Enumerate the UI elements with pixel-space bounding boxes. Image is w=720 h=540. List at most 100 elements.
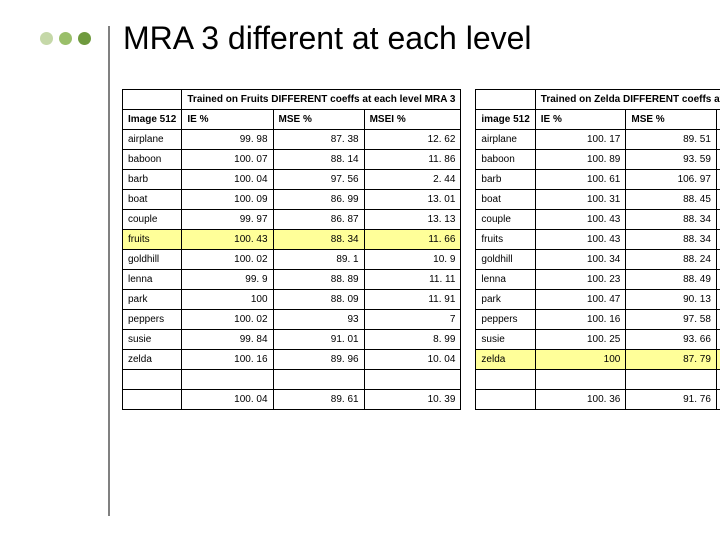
cell-value: 97. 58 [626,310,717,330]
table-row: couple100. 4388. 3411. 66 [476,210,720,230]
cell-value: 88. 49 [626,270,717,290]
table-row: goldhill100. 0289. 110. 9 [123,250,461,270]
cell-value: 93. 66 [626,330,717,350]
cell-value: 100. 43 [535,230,626,250]
blank-cell [182,370,273,390]
table-row: zelda100. 1689. 9610. 04 [123,350,461,370]
cell-value: 88. 45 [626,190,717,210]
cell-value: 88. 34 [626,210,717,230]
table-row: peppers100. 02937 [123,310,461,330]
cell-value: 86. 87 [273,210,364,230]
cell-value: 100. 47 [535,290,626,310]
cell-value: 93. 59 [626,150,717,170]
slide: MRA 3 different at each level Trained on… [0,0,720,540]
cell-value: 100. 16 [535,310,626,330]
table-row: susie99. 8491. 018. 99 [123,330,461,350]
cell-value: 11. 66 [364,230,461,250]
row-label: park [476,290,535,310]
cell-value: 97. 56 [273,170,364,190]
cell-value: 11. 66 [716,210,720,230]
table-row: goldhill100. 3488. 2411. 76 [476,250,720,270]
table-row: fruits100. 4388. 3411. 66 [123,230,461,250]
blank-cell [535,370,626,390]
row-label: couple [123,210,182,230]
dot-1-icon [40,32,53,45]
cell-value: 88. 09 [273,290,364,310]
row-label: susie [476,330,535,350]
cell-value: 10. 04 [364,350,461,370]
dot-3-icon [78,32,91,45]
cell-value: 106. 97 [626,170,717,190]
cell-value: 100. 61 [535,170,626,190]
table-row: lenna99. 988. 8911. 11 [123,270,461,290]
corner-header: Image 512 [123,110,182,130]
cell-value: 11. 91 [364,290,461,310]
row-label: boat [476,190,535,210]
cell-value: 88. 34 [626,230,717,250]
table-row: boat100. 0986. 9913. 01 [123,190,461,210]
cell-value: 100 [182,290,273,310]
cell-value: 11. 76 [716,250,720,270]
cell-value: 100. 31 [535,190,626,210]
cell-value: 99. 97 [182,210,273,230]
table-row: baboon100. 0788. 1411. 86 [123,150,461,170]
column-header: MSE % [273,110,364,130]
cell-value: 100. 43 [535,210,626,230]
blank-cell [626,370,717,390]
row-label: boat [123,190,182,210]
cell-value: 6. 34 [716,330,720,350]
row-label: park [123,290,182,310]
table-row: couple99. 9786. 8713. 13 [123,210,461,230]
table-row: boat100. 3188. 4511. 55 [476,190,720,210]
table-row: zelda10087. 7912. 21 [476,350,720,370]
row-label: barb [123,170,182,190]
table-row: park10088. 0911. 91 [123,290,461,310]
row-label: baboon [123,150,182,170]
cell-value: 89. 96 [273,350,364,370]
cell-value: 100. 07 [182,150,273,170]
summary-value: 89. 61 [273,390,364,410]
cell-value: 10. 9 [364,250,461,270]
cell-value: 11. 55 [716,190,720,210]
row-label: zelda [476,350,535,370]
table-row: barb100. 0497. 562. 44 [123,170,461,190]
table-row: lenna100. 2388. 4911. 51 [476,270,720,290]
cell-value: 11. 86 [364,150,461,170]
cell-value: 91. 01 [273,330,364,350]
cell-value: -6. 97 [716,170,720,190]
row-label: goldhill [476,250,535,270]
cell-value: 88. 24 [626,250,717,270]
row-label: zelda [123,350,182,370]
cell-value: 100. 89 [535,150,626,170]
cell-value: 100. 17 [535,130,626,150]
column-header: IE % [182,110,273,130]
cell-value: 7 [364,310,461,330]
header: MRA 3 different at each level [40,20,700,57]
table-row: baboon100. 8993. 596. 41 [476,150,720,170]
corner-header: image 512 [476,110,535,130]
cell-value: 99. 98 [182,130,273,150]
tables-container: Trained on Fruits DIFFERENT coeffs at ea… [122,89,700,410]
table-left: Trained on Fruits DIFFERENT coeffs at ea… [122,89,461,410]
cell-value: 100. 34 [535,250,626,270]
table-row: barb100. 61106. 97-6. 97 [476,170,720,190]
cell-value: 90. 13 [626,290,717,310]
row-label: susie [123,330,182,350]
summary-value: 100. 36 [535,390,626,410]
cell-value: 93 [273,310,364,330]
caption-empty-corner [123,90,182,110]
table-right: Trained on Zelda DIFFERENT coeffs at eac… [475,89,720,410]
table-row: airplane100. 1789. 5110. 49 [476,130,720,150]
summary-row: 100. 3691. 768. 24 [476,390,720,410]
table-row: park100. 4790. 139. 87 [476,290,720,310]
table-row: peppers100. 1697. 582. 42 [476,310,720,330]
blank-cell [716,370,720,390]
summary-row: 100. 0489. 6110. 39 [123,390,461,410]
cell-value: 10. 49 [716,130,720,150]
cell-value: 99. 84 [182,330,273,350]
blank-cell [273,370,364,390]
summary-value: 10. 39 [364,390,461,410]
dot-2-icon [59,32,72,45]
row-label: lenna [123,270,182,290]
vertical-divider [108,26,110,516]
